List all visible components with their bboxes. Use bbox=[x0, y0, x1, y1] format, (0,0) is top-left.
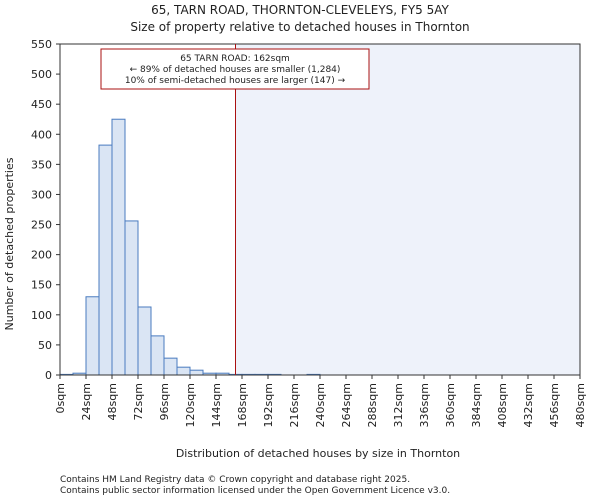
bar bbox=[85, 296, 100, 376]
y-tick-label: 500 bbox=[31, 68, 52, 81]
chart-title-line2: Size of property relative to detached ho… bbox=[130, 20, 469, 34]
larger-region-shade bbox=[235, 44, 580, 375]
bar bbox=[137, 306, 152, 376]
x-tick-label: 312sqm bbox=[392, 383, 405, 427]
x-tick-label: 120sqm bbox=[184, 383, 197, 427]
bar bbox=[150, 335, 165, 376]
y-tick-label: 400 bbox=[31, 128, 52, 141]
chart-title-line1: 65, TARN ROAD, THORNTON-CLEVELEYS, FY5 5… bbox=[151, 3, 449, 17]
annotation-line1: 65 TARN ROAD: 162sqm bbox=[180, 54, 290, 64]
y-tick-label: 200 bbox=[31, 249, 52, 262]
x-tick-label: 384sqm bbox=[470, 383, 483, 427]
x-tick-label: 0sqm bbox=[54, 383, 67, 413]
x-tick-label: 408sqm bbox=[496, 383, 509, 427]
x-tick-label: 192sqm bbox=[262, 383, 275, 427]
x-tick-label: 432sqm bbox=[522, 383, 535, 427]
x-axis-label: Distribution of detached houses by size … bbox=[176, 447, 460, 460]
y-tick-label: 0 bbox=[45, 369, 52, 382]
x-tick-label: 168sqm bbox=[236, 383, 249, 427]
bar bbox=[111, 118, 126, 376]
y-tick-label: 550 bbox=[31, 38, 52, 51]
footer-line1: Contains HM Land Registry data © Crown c… bbox=[60, 475, 410, 485]
x-tick-label: 96sqm bbox=[158, 383, 171, 420]
x-tick-label: 360sqm bbox=[444, 383, 457, 427]
footer-line2: Contains public sector information licen… bbox=[60, 486, 450, 496]
plot-area: 0 50 100 150 200 250 300 350 400 450 500 550 0sqm 24s… bbox=[31, 38, 587, 427]
x-tick-label: 240sqm bbox=[314, 383, 327, 427]
bar bbox=[189, 369, 204, 376]
bar bbox=[124, 220, 139, 376]
y-tick-label: 450 bbox=[31, 98, 52, 111]
y-tick-label: 100 bbox=[31, 309, 52, 322]
x-tick-label: 336sqm bbox=[418, 383, 431, 427]
y-tick-label: 250 bbox=[31, 219, 52, 232]
x-tick-label: 24sqm bbox=[80, 383, 93, 420]
x-tick-label: 216sqm bbox=[288, 383, 301, 427]
x-tick-label: 264sqm bbox=[340, 383, 353, 427]
annotation-line3: 10% of semi-detached houses are larger (… bbox=[125, 76, 346, 86]
y-axis-label: Number of detached properties bbox=[3, 157, 16, 330]
y-tick-label: 50 bbox=[38, 339, 52, 352]
x-tick-label: 72sqm bbox=[132, 383, 145, 420]
y-tick-label: 300 bbox=[31, 188, 52, 201]
y-tick-label: 350 bbox=[31, 158, 52, 171]
annotation-frame bbox=[100, 48, 370, 90]
annotation-box: 65 TARN ROAD: 162sqm ← 89% of detached h… bbox=[100, 48, 370, 90]
bar bbox=[98, 144, 113, 376]
y-tick-label: 150 bbox=[31, 279, 52, 292]
x-tick-label: 456sqm bbox=[548, 383, 561, 427]
x-tick-label: 48sqm bbox=[106, 383, 119, 420]
x-tick-label: 480sqm bbox=[574, 383, 587, 427]
x-tick-label: 288sqm bbox=[366, 383, 379, 427]
bar bbox=[176, 366, 191, 376]
annotation-line2: ← 89% of detached houses are smaller (1,… bbox=[130, 65, 341, 75]
bar bbox=[163, 357, 178, 376]
x-tick-label: 144sqm bbox=[210, 383, 223, 427]
